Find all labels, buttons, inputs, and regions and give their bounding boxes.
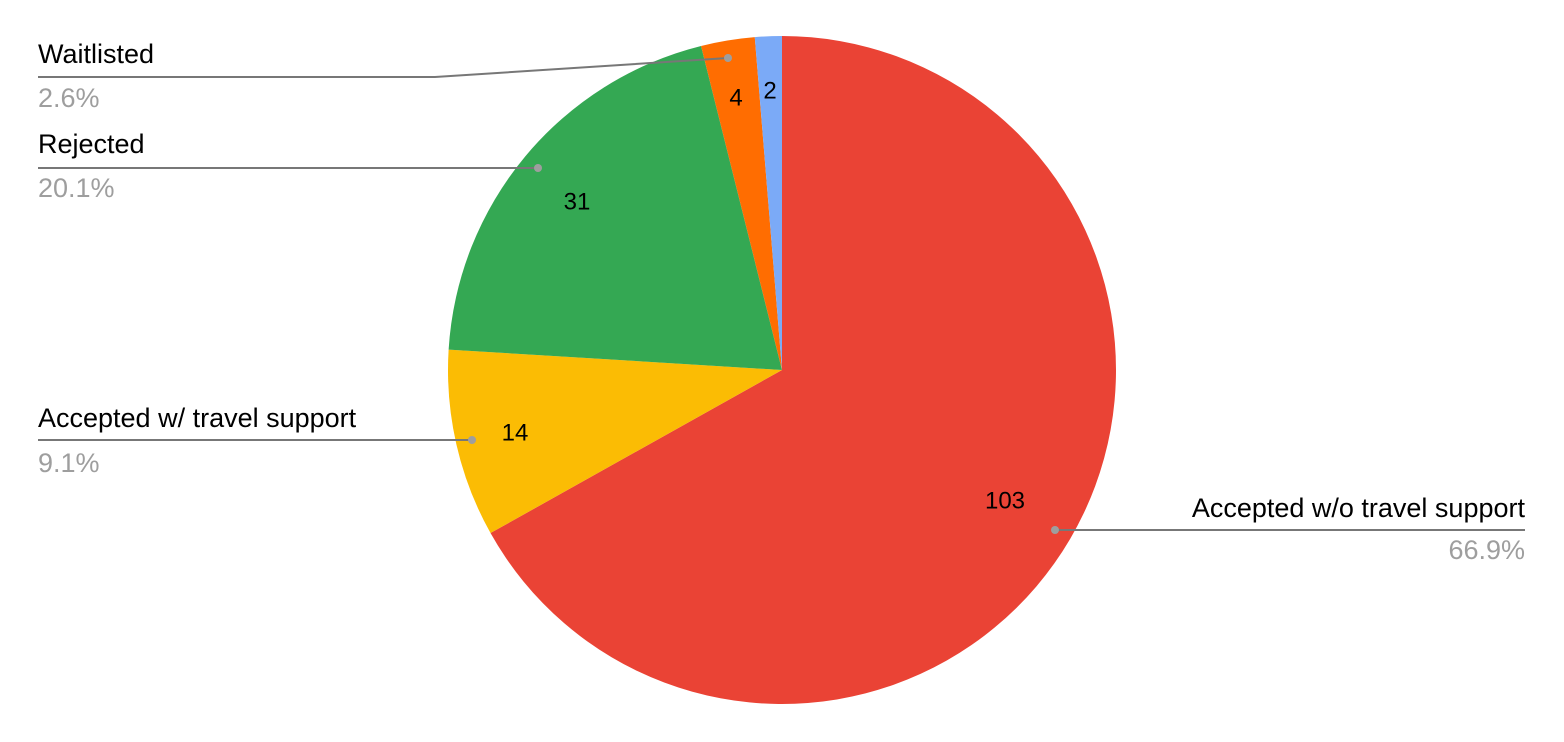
pie-slice: [490, 36, 1117, 704]
percent-label: 2.6%: [38, 83, 100, 113]
leader-dot: [1051, 526, 1059, 534]
leader-line: [38, 57, 729, 78]
leader-dot: [468, 436, 476, 444]
pie-slice: [448, 349, 782, 534]
value-label: 14: [502, 419, 529, 446]
value-label: 4: [729, 84, 742, 111]
category-label: Accepted w/o travel support: [1192, 493, 1526, 523]
category-label: Waitlisted: [38, 39, 154, 69]
pie-slice: [701, 37, 782, 370]
leader-dot: [724, 54, 732, 62]
leader-dot: [534, 164, 542, 172]
percent-label: 20.1%: [38, 173, 115, 203]
value-label: 2: [763, 77, 776, 104]
value-label: 103: [985, 487, 1025, 514]
category-label: Accepted w/ travel support: [38, 403, 357, 433]
percent-label: 9.1%: [38, 448, 100, 478]
pie-slice: [448, 45, 782, 371]
percent-label: 66.9%: [1448, 535, 1525, 565]
pie-slice: [754, 36, 782, 370]
value-label: 31: [564, 188, 591, 215]
category-label: Rejected: [38, 129, 145, 159]
